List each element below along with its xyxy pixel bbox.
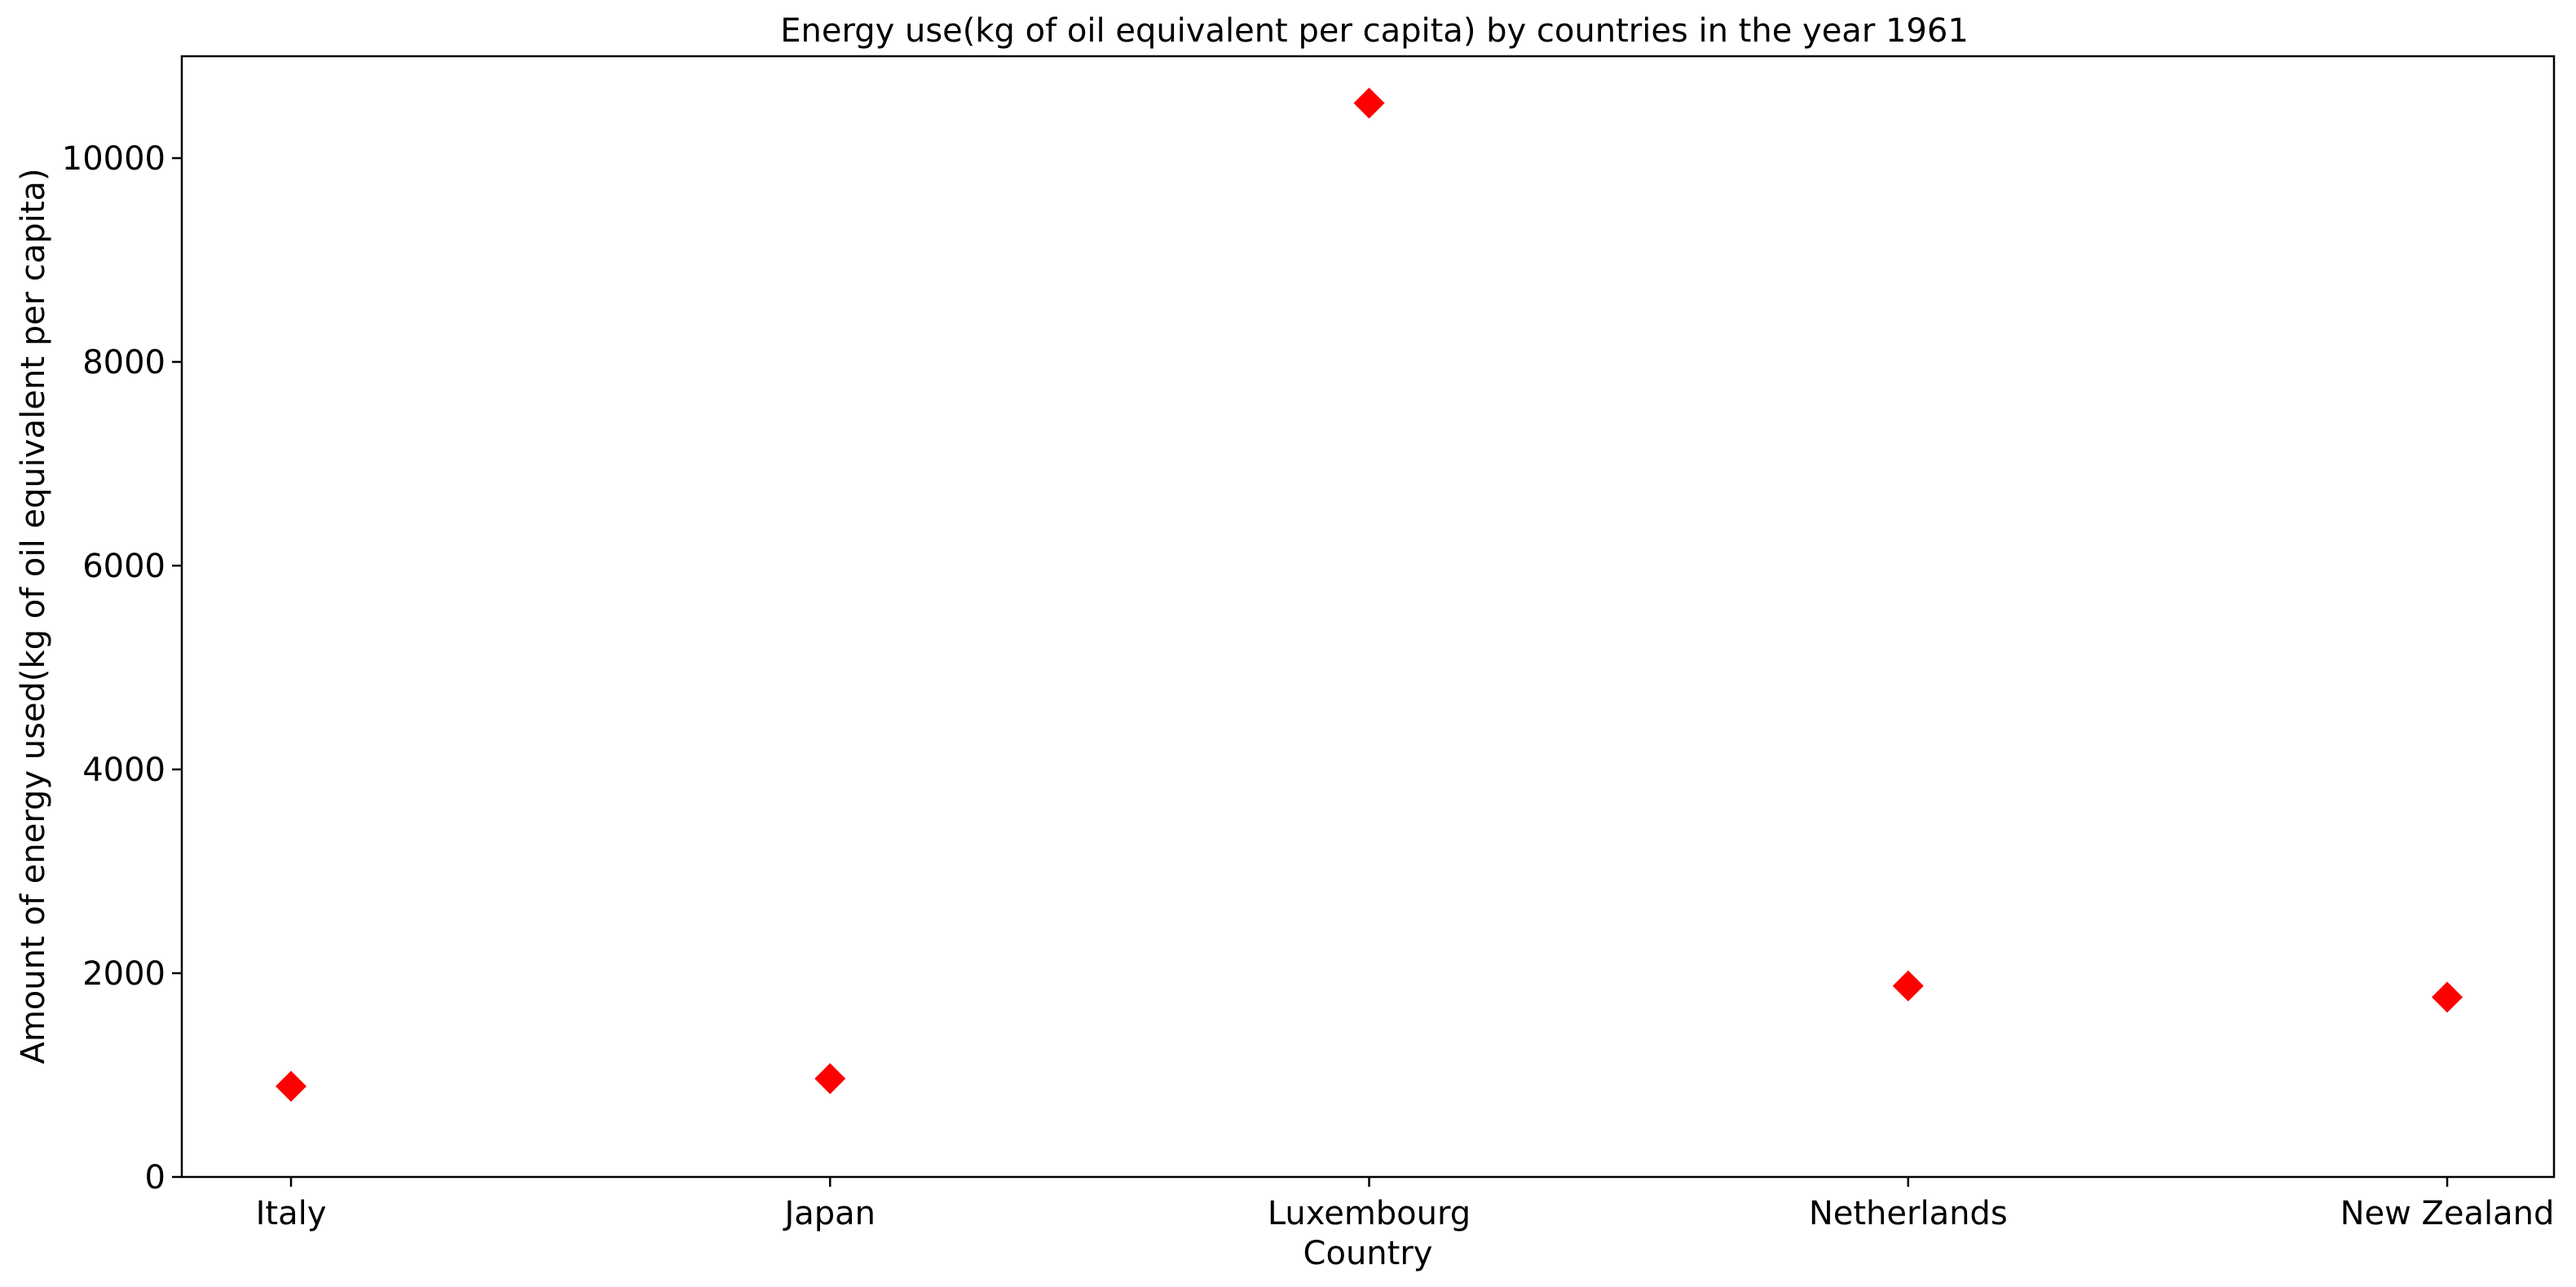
x-tick-label: Netherlands	[1809, 1195, 2008, 1232]
x-axis-label: Country	[1303, 1235, 1433, 1272]
y-tick-label: 4000	[82, 751, 165, 789]
data-point-luxembourg	[1353, 87, 1385, 119]
x-axis-ticks: Italy Japan Luxembourg Netherlands New Zeala…	[256, 1177, 2555, 1232]
chart-title: Energy use(kg of oil equivalent per capi…	[780, 12, 1969, 50]
data-points	[276, 87, 2463, 1102]
y-axis-label: Amount of energy used(kg of oil equivale…	[15, 168, 52, 1064]
data-point-italy	[276, 1070, 307, 1102]
x-tick-label: Italy	[256, 1195, 327, 1232]
data-point-new-zealand	[2432, 981, 2463, 1013]
x-tick-label: Luxembourg	[1268, 1195, 1471, 1232]
x-tick-label: New Zealand	[2340, 1195, 2555, 1232]
y-tick-label: 6000	[82, 548, 165, 585]
y-tick-label: 0	[145, 1159, 165, 1197]
data-point-japan	[814, 1063, 846, 1095]
y-tick-label: 2000	[82, 955, 165, 993]
y-axis-ticks: 0 2000 4000 6000 8000 10000	[62, 140, 182, 1197]
y-tick-label: 8000	[82, 344, 165, 381]
y-tick-label: 10000	[62, 140, 165, 178]
data-point-netherlands	[1892, 970, 1924, 1002]
x-tick-label: Japan	[782, 1195, 876, 1232]
plot-frame	[180, 55, 2556, 1179]
